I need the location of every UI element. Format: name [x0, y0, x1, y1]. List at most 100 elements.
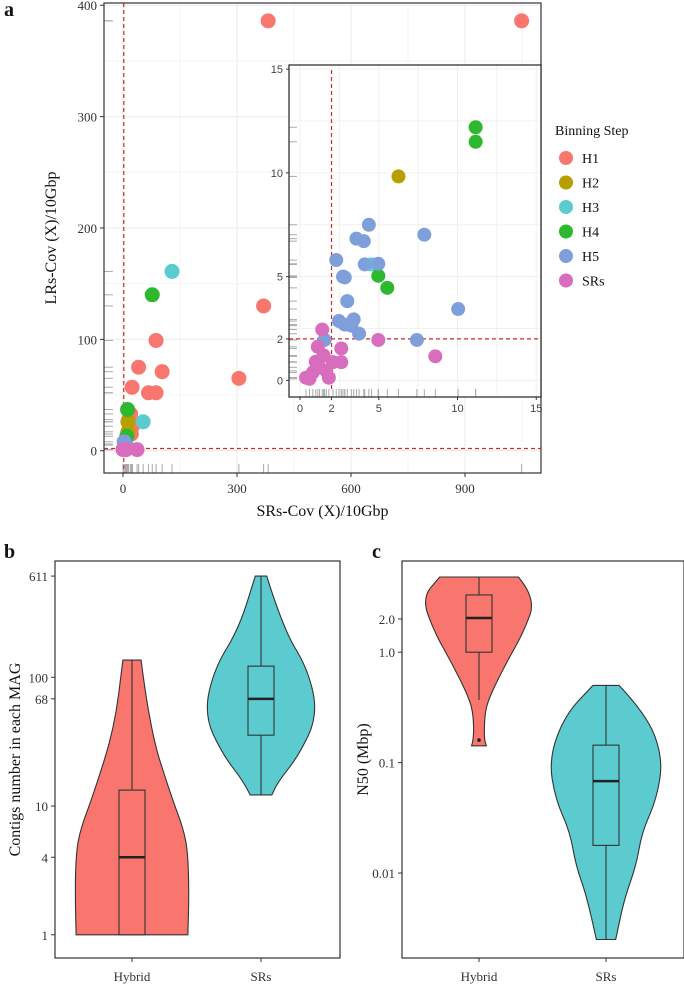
inset-point-SRs — [321, 370, 336, 385]
inset-point-H5 — [371, 256, 386, 271]
panel-label-a: a — [4, 0, 14, 21]
point-H1 — [154, 364, 170, 380]
legend-label-SRs: SRs — [582, 275, 605, 290]
point-H1 — [256, 298, 272, 314]
x-tick-label: SRs — [596, 969, 617, 984]
y-tick-label: 400 — [78, 0, 98, 13]
inset-point-H5 — [329, 253, 344, 268]
inset-x-tick-label: 5 — [376, 403, 382, 415]
inset-point-H2 — [391, 169, 406, 184]
box-Hybrid — [465, 594, 493, 653]
y-tick-label: 1.0 — [379, 645, 395, 660]
y-axis-title: Contigs number in each MAG — [7, 662, 24, 856]
inset-point-SRs — [305, 365, 320, 380]
x-tick-label: 300 — [227, 481, 247, 496]
y-tick-label: 100 — [29, 670, 49, 685]
point-H1 — [148, 385, 164, 401]
outlier-Hybrid — [477, 738, 481, 742]
y-tick-label: 0.01 — [372, 866, 395, 881]
inset-point-H5 — [357, 257, 372, 272]
point-H1 — [260, 13, 276, 29]
y-tick-label: 1 — [42, 928, 49, 943]
inset-point-H5 — [451, 302, 466, 317]
legend-swatch-H5 — [559, 249, 573, 263]
panel-c-violin: Hybrid SRs 0.01 0.1 1.0 2.0 N50 (Mbp) — [355, 560, 684, 984]
inset-point-H5 — [337, 270, 352, 285]
legend-label-H3: H3 — [582, 201, 599, 216]
inset-point-H5 — [417, 227, 432, 242]
legend-swatch-H3 — [559, 200, 573, 214]
y-tick-label: 4 — [42, 850, 49, 865]
inset-plot: 0 2 5 10 15 0 2 5 10 15 — [271, 64, 543, 415]
box-SRs — [592, 744, 620, 846]
inset-point-H5 — [361, 217, 376, 232]
point-H3 — [164, 263, 180, 279]
y-tick-label: 611 — [29, 569, 48, 584]
inset-y-tick-label: 2 — [277, 334, 283, 346]
y-tick-label: 68 — [35, 692, 48, 707]
legend-swatch-H2 — [559, 175, 573, 190]
inset-point-SRs — [315, 322, 330, 337]
inset-background — [289, 65, 541, 397]
legend-label-H4: H4 — [582, 226, 599, 241]
inset-x-tick-label: 10 — [451, 403, 463, 415]
legend: Binning Step H1 H2 H3 H4 H5 SRs — [555, 124, 629, 290]
x-tick-label: 600 — [341, 481, 361, 496]
inset-point-SRs — [371, 332, 386, 347]
point-H1 — [514, 13, 530, 29]
inset-border — [288, 64, 542, 398]
y-axis-title: LRs-Cov (X)/10Gbp — [43, 172, 60, 305]
box-Hybrid — [118, 789, 146, 936]
panel-label-b: b — [4, 541, 15, 563]
inset-point-SRs — [316, 348, 331, 363]
inset-point-H5 — [344, 318, 359, 333]
y-tick-label: 300 — [78, 110, 98, 125]
x-tick-label: 900 — [455, 481, 475, 496]
panel-b-violin: Hybrid SRs 1 4 10 68 100 611 Contigs number in e… — [7, 560, 341, 984]
legend-swatch-H4 — [559, 224, 573, 239]
inset-point-H5 — [409, 332, 424, 347]
inset-point-H4 — [371, 268, 386, 283]
legend-label-H2: H2 — [582, 177, 599, 192]
point-SRs — [118, 442, 134, 458]
point-SRs — [129, 442, 145, 458]
box-SRs — [247, 665, 275, 736]
legend-label-H1: H1 — [582, 152, 599, 167]
plot-border — [401, 560, 684, 959]
point-H3 — [135, 414, 151, 430]
inset-point-H4 — [468, 134, 483, 149]
x-axis-title: SRs-Cov (X)/10Gbp — [256, 503, 388, 520]
legend-title: Binning Step — [555, 124, 629, 139]
y-axis-title: N50 (Mbp) — [355, 723, 372, 795]
point-H1 — [124, 379, 140, 395]
point-H4 — [120, 402, 136, 418]
inset-x-tick-label: 2 — [328, 403, 334, 415]
y-tick-label: 2.0 — [379, 612, 395, 627]
x-tick-label: Hybrid — [461, 969, 498, 984]
inset-point-H4 — [380, 280, 395, 295]
legend-swatch-SRs — [559, 273, 573, 288]
inset-y-tick-label: 0 — [277, 375, 283, 387]
x-tick-label: 0 — [120, 481, 127, 496]
inset-x-tick-label: 0 — [297, 403, 303, 415]
inset-point-SRs — [334, 341, 349, 356]
x-tick-label: SRs — [251, 969, 272, 984]
x-tick-label: Hybrid — [114, 969, 151, 984]
inset-point-H4 — [468, 120, 483, 135]
legend-label-H5: H5 — [582, 250, 599, 265]
y-tick-label: 0.1 — [379, 756, 395, 771]
point-H1 — [148, 332, 164, 348]
inset-y-tick-label: 15 — [271, 64, 283, 76]
point-H4 — [144, 287, 160, 303]
inset-point-H5 — [340, 294, 355, 309]
inset-x-tick-label: 15 — [530, 403, 542, 415]
point-H1 — [231, 370, 247, 386]
panel-label-c: c — [372, 541, 381, 563]
inset-point-SRs — [428, 349, 443, 364]
inset-y-tick-label: 5 — [277, 272, 283, 284]
inset-point-H5 — [356, 234, 371, 249]
inset-y-tick-label: 10 — [271, 168, 283, 180]
y-tick-label: 0 — [91, 444, 98, 459]
